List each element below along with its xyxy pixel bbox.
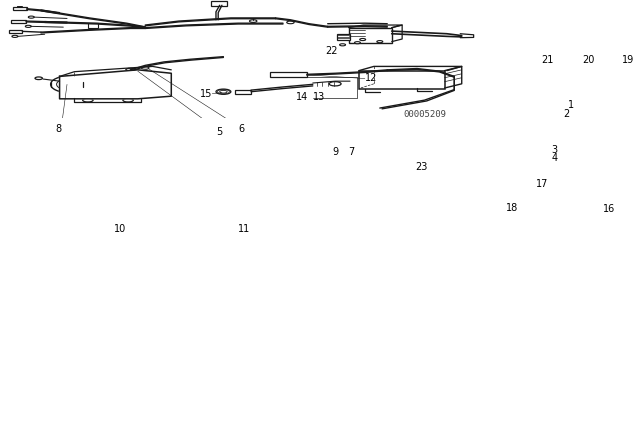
Circle shape bbox=[474, 201, 479, 202]
Bar bbox=[216, 142, 228, 146]
Circle shape bbox=[35, 77, 42, 80]
Circle shape bbox=[231, 155, 246, 161]
Text: 11: 11 bbox=[238, 224, 251, 234]
Text: 6: 6 bbox=[238, 124, 244, 134]
Text: 1: 1 bbox=[568, 100, 573, 110]
Circle shape bbox=[198, 224, 207, 228]
Text: 8: 8 bbox=[56, 124, 62, 134]
Ellipse shape bbox=[56, 79, 77, 90]
Bar bbox=[11, 20, 26, 23]
Circle shape bbox=[191, 225, 196, 227]
Text: 15: 15 bbox=[200, 89, 212, 99]
Circle shape bbox=[250, 20, 257, 22]
Text: 2: 2 bbox=[563, 109, 569, 119]
Circle shape bbox=[61, 82, 73, 86]
Circle shape bbox=[83, 98, 93, 102]
Text: 12: 12 bbox=[365, 73, 378, 83]
Bar bbox=[9, 30, 22, 33]
Bar bbox=[611, 201, 624, 209]
Polygon shape bbox=[216, 146, 283, 174]
Circle shape bbox=[28, 16, 35, 18]
Text: 4: 4 bbox=[551, 153, 557, 163]
Text: 00005209: 00005209 bbox=[403, 110, 446, 120]
Ellipse shape bbox=[51, 77, 83, 92]
Circle shape bbox=[340, 44, 346, 46]
Circle shape bbox=[566, 202, 581, 208]
Polygon shape bbox=[60, 70, 172, 99]
Text: 5: 5 bbox=[216, 127, 222, 137]
Text: 10: 10 bbox=[114, 224, 126, 234]
Text: 13: 13 bbox=[313, 92, 325, 102]
Circle shape bbox=[470, 199, 483, 204]
Circle shape bbox=[287, 21, 294, 24]
Circle shape bbox=[143, 223, 150, 226]
Circle shape bbox=[377, 41, 383, 43]
Circle shape bbox=[524, 156, 533, 159]
Text: 22: 22 bbox=[326, 46, 338, 56]
Circle shape bbox=[499, 190, 506, 192]
Text: 20: 20 bbox=[582, 55, 595, 65]
Circle shape bbox=[518, 157, 522, 159]
Circle shape bbox=[275, 168, 284, 172]
Text: 16: 16 bbox=[604, 204, 616, 214]
Circle shape bbox=[560, 200, 587, 210]
Ellipse shape bbox=[113, 79, 125, 87]
Bar bbox=[359, 71, 445, 89]
Text: 21: 21 bbox=[541, 55, 554, 65]
Bar bbox=[431, 145, 444, 148]
Text: 9: 9 bbox=[332, 147, 339, 157]
Bar bbox=[13, 7, 27, 10]
Text: 23: 23 bbox=[415, 162, 428, 172]
Circle shape bbox=[259, 165, 270, 169]
Circle shape bbox=[216, 89, 231, 95]
Ellipse shape bbox=[140, 79, 152, 87]
Circle shape bbox=[220, 90, 227, 93]
Circle shape bbox=[12, 35, 18, 38]
Bar bbox=[211, 1, 227, 5]
Circle shape bbox=[126, 68, 135, 71]
Text: 14: 14 bbox=[296, 92, 308, 102]
Circle shape bbox=[141, 67, 149, 69]
Bar bbox=[337, 34, 350, 39]
Circle shape bbox=[498, 181, 507, 185]
Ellipse shape bbox=[131, 79, 143, 87]
Text: 18: 18 bbox=[506, 202, 518, 213]
Text: 17: 17 bbox=[536, 180, 548, 190]
Circle shape bbox=[329, 82, 341, 86]
Ellipse shape bbox=[122, 79, 134, 87]
Circle shape bbox=[355, 42, 360, 44]
Circle shape bbox=[518, 147, 522, 149]
Text: 19: 19 bbox=[622, 55, 634, 65]
Circle shape bbox=[227, 170, 236, 173]
Circle shape bbox=[524, 146, 533, 150]
Text: 7: 7 bbox=[349, 147, 355, 157]
Circle shape bbox=[26, 25, 31, 27]
Circle shape bbox=[123, 98, 133, 102]
Ellipse shape bbox=[104, 79, 116, 87]
Bar bbox=[349, 28, 392, 43]
Bar bbox=[269, 73, 307, 77]
Bar bbox=[235, 90, 251, 94]
Circle shape bbox=[360, 39, 365, 41]
Bar bbox=[88, 23, 99, 28]
Text: 3: 3 bbox=[551, 145, 557, 155]
Polygon shape bbox=[484, 176, 529, 195]
